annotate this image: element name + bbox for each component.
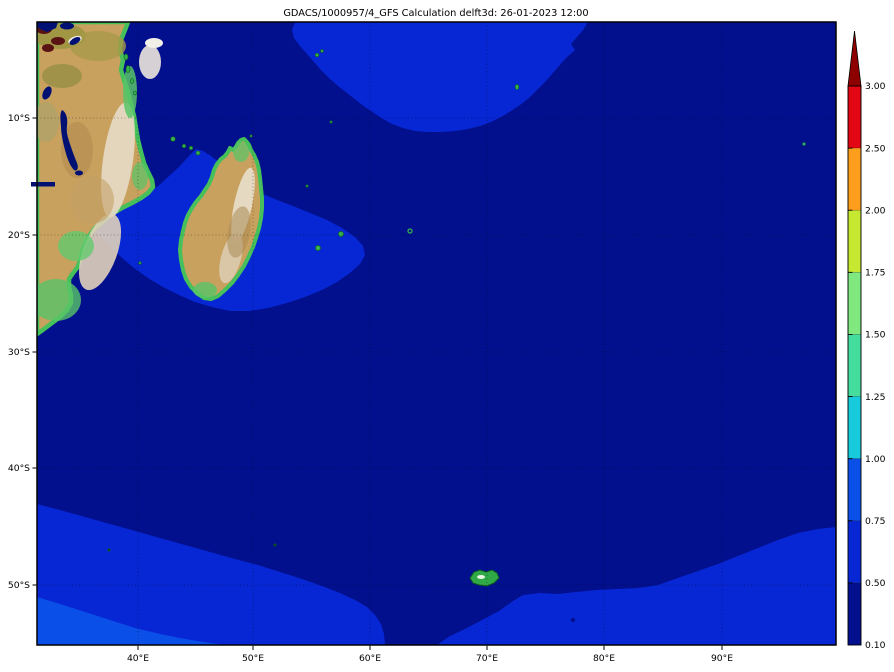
colorbar-labels: 3.00 2.50 2.00 1.75 1.50 1.25 1.00 0.75 … — [865, 81, 886, 651]
colorbar-outline — [847, 85, 862, 646]
corner-wave-region — [37, 597, 228, 645]
prince-edward-island — [107, 548, 111, 552]
madagascar-coastline — [178, 137, 264, 301]
colorbar-label: 0.50 — [865, 578, 886, 589]
mayotte-island — [195, 150, 201, 156]
colorbar-ticks — [848, 147, 853, 584]
y-tick-label: 20°S — [8, 230, 30, 241]
y-tick-label: 50°S — [8, 580, 30, 591]
lake-rukwa — [42, 86, 52, 100]
colorbar: 3.00 2.50 2.00 1.75 1.50 1.25 1.00 0.75 … — [847, 30, 886, 651]
x-tick-label: 80°E — [593, 653, 615, 664]
islands — [107, 49, 806, 587]
moheli-island — [181, 143, 187, 149]
madagascar-terrain-shading — [193, 142, 255, 298]
colorbar-label: 0.10 — [865, 640, 886, 651]
seychelles-island — [314, 52, 320, 58]
axis-ticks — [32, 117, 723, 650]
colorbar-label: 2.00 — [865, 205, 886, 216]
agalega-island — [329, 120, 333, 124]
x-tick-label: 90°E — [711, 653, 733, 664]
north-wave-region — [292, 22, 588, 132]
cocos-island — [802, 142, 806, 146]
x-axis-labels: 40°E 50°E 60°E 70°E 80°E 90°E — [127, 653, 733, 664]
colorbar-label: 1.75 — [865, 268, 886, 279]
seychelles-island-2 — [320, 49, 324, 53]
mauritius-island — [338, 231, 344, 237]
colorbar-label: 0.75 — [865, 516, 886, 527]
south-wave-band-left — [37, 504, 385, 645]
pemba-island — [123, 53, 129, 61]
plot-title: GDACS/1000957/4_GFS Calculation delft3d:… — [283, 8, 588, 19]
gridlines — [37, 22, 836, 645]
y-tick-label: 40°S — [8, 463, 30, 474]
colorbar-label: 2.50 — [865, 143, 886, 154]
colorbar-label: 3.00 — [865, 81, 886, 92]
colorbar-segments — [847, 85, 862, 646]
madagascar-island — [178, 137, 264, 301]
x-tick-label: 70°E — [476, 653, 498, 664]
lakes — [37, 22, 83, 176]
x-tick-label: 50°E — [242, 653, 264, 664]
europa-island — [138, 261, 142, 265]
rodrigues-island — [407, 228, 413, 234]
lake-victoria — [37, 22, 58, 32]
colorbar-label: 1.25 — [865, 392, 886, 403]
reunion-island — [315, 245, 321, 251]
heard-island-speck — [570, 617, 576, 623]
kerguelen-island — [469, 569, 500, 587]
zanzibar-island — [125, 65, 131, 73]
africa-landmass — [37, 22, 163, 337]
colorbar-label: 1.00 — [865, 454, 886, 465]
colorbar-label: 1.50 — [865, 330, 886, 341]
y-tick-label: 30°S — [8, 347, 30, 358]
x-tick-label: 60°E — [359, 653, 381, 664]
grande-comore-island — [170, 136, 176, 142]
plot-frame — [36, 21, 837, 646]
tromelin-island — [305, 184, 309, 188]
crozet-island — [273, 543, 277, 547]
left-edge-lake-dash — [31, 182, 55, 187]
south-wave-band-right — [437, 527, 836, 645]
x-tick-label: 40°E — [127, 653, 149, 664]
y-tick-label: 10°S — [8, 113, 30, 124]
highland-blobs — [37, 24, 65, 52]
anjouan-island — [188, 145, 194, 151]
chagos-island — [514, 84, 520, 90]
colorbar-overflow-arrow — [847, 30, 862, 87]
lake-malawi — [60, 110, 78, 171]
y-axis-labels: 10°S 20°S 30°S 40°S 50°S — [8, 113, 30, 591]
mafia-island — [130, 78, 134, 84]
